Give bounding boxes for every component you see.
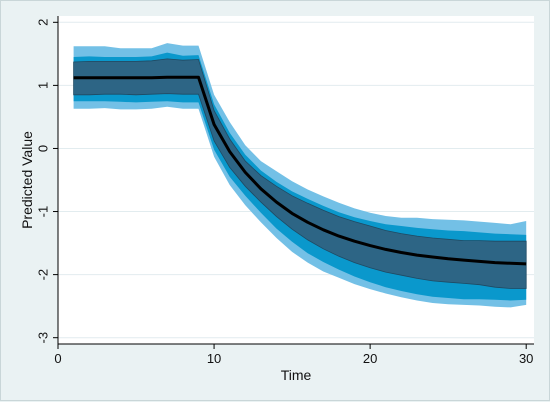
- y-tick-label-1: -2: [35, 269, 50, 281]
- x-tick-label-3: 30: [519, 351, 533, 366]
- x-tick-label-2: 20: [363, 351, 377, 366]
- axes: 0 10 20 30 -3 -2 -1 0 1 2: [35, 16, 534, 366]
- y-axis-title: Predicted Value: [19, 131, 35, 229]
- x-tick-label-0: 0: [54, 351, 61, 366]
- x-tick-label-1: 10: [207, 351, 221, 366]
- x-axis-title: Time: [281, 367, 312, 383]
- y-tick-label-2: -1: [35, 206, 50, 218]
- y-tick-label-4: 1: [35, 82, 50, 89]
- series-line-0: [73, 75, 527, 266]
- y-tick-label-3: 0: [35, 145, 50, 152]
- confidence-bands: [73, 43, 527, 308]
- series-lines: [73, 75, 527, 266]
- y-tick-label-5: 2: [35, 19, 50, 26]
- inner-band: [73, 58, 527, 289]
- y-tick-label-0: -3: [35, 332, 50, 344]
